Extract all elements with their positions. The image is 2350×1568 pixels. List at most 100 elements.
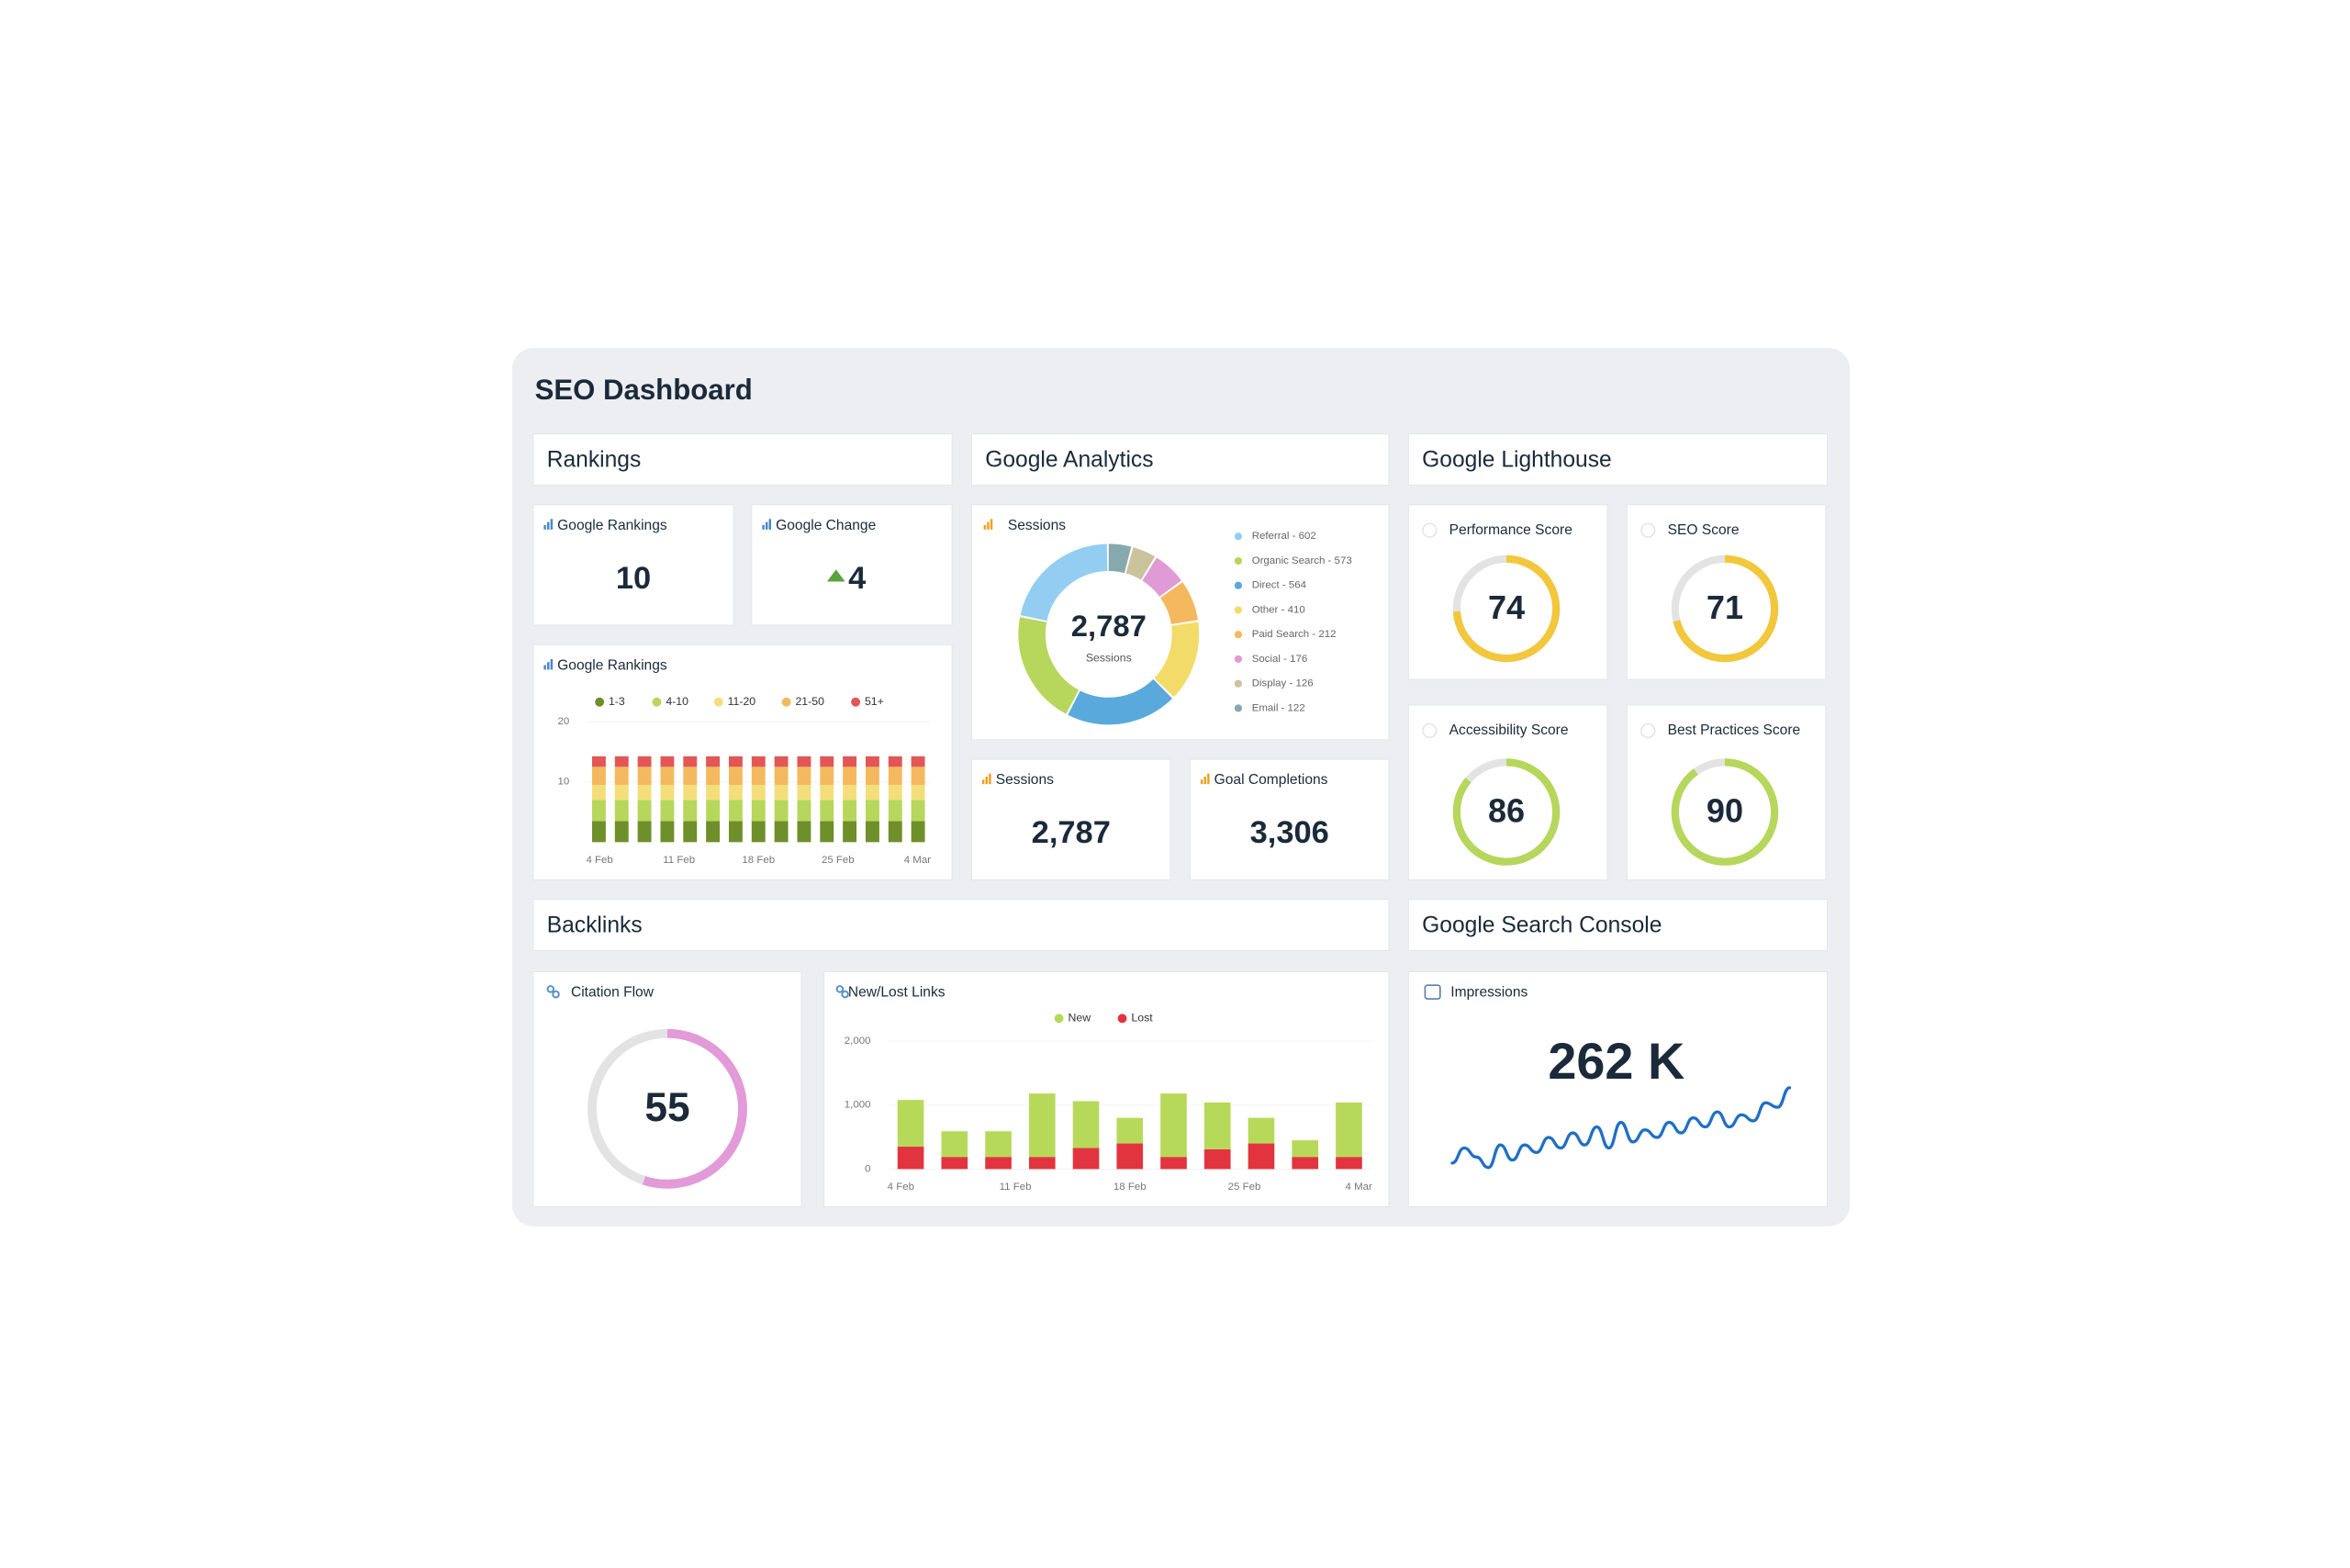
card [532,504,734,626]
legend-label: 4-10 [666,695,688,708]
icon [835,985,845,993]
icon [768,519,772,530]
icon [552,990,560,999]
legend-dot [1234,655,1243,664]
bar-segment [751,756,766,767]
card-title: SEO Score [1668,522,1740,538]
bar-segment [820,821,834,843]
legend-label: Display - 126 [1252,678,1314,689]
donut-segment [1018,543,1200,725]
icon [547,521,550,530]
bar-segment [888,800,902,822]
donut-caption: Sessions [1086,651,1132,664]
legend-dot [1234,679,1243,688]
legend-dot [781,697,791,707]
bar-segment [911,821,925,843]
icon [990,519,993,530]
card [1626,504,1827,680]
section-header [970,433,1390,486]
legend-dot [1234,631,1243,639]
card [1626,704,1827,880]
gauge-value: 74 [1488,588,1525,626]
gauge-value: 55 [644,1085,689,1130]
legend-dot [1234,532,1243,541]
bar-segment [660,767,675,785]
card-title: Citation Flow [571,985,655,1001]
x-tick-label: 25 Feb [1228,1182,1261,1193]
bar-segment [1160,1093,1187,1158]
y-tick-label: 1,000 [845,1100,871,1111]
x-tick-label: 4 Mar [904,855,931,866]
bar-segment [774,800,789,822]
bar-segment [591,821,606,843]
bar-segment [774,767,789,785]
kpi-value: 2,787 [1032,815,1111,850]
gauge-value: 90 [1707,792,1743,830]
section-title: Google Lighthouse [1422,448,1612,473]
donut-segment [1018,543,1200,725]
x-tick-label: 4 Feb [586,855,612,866]
bar-segment [637,767,652,785]
bar-segment [797,821,811,843]
bar-segment [706,767,721,785]
icon [765,521,768,530]
legend-dot [1117,1014,1127,1024]
y-tick-label: 2,000 [845,1036,871,1047]
bar-segment [1028,1093,1056,1158]
bar-segment [1116,1117,1144,1144]
bar-segment [728,800,743,822]
section-title: Rankings [547,448,642,473]
legend-label: Lost [1131,1012,1153,1025]
bar-segment [1072,1148,1100,1170]
legend-dot [1234,556,1243,566]
bar-segment [865,800,879,822]
bar-segment [1028,1157,1056,1170]
bar-segment [683,784,698,801]
bar-segment [751,821,766,843]
bar-segment [706,756,721,767]
legend-dot [1234,704,1243,712]
bar-segment [591,767,606,785]
bar-segment [614,756,629,767]
icon [981,779,985,785]
bar-segment [911,756,925,767]
bar-segment [751,800,766,822]
section-title: Backlinks [547,913,643,938]
bar-segment [728,756,743,767]
bar-segment [888,756,902,767]
x-tick-label: 11 Feb [1000,1182,1032,1193]
bar-segment [797,800,811,822]
bar-segment [614,767,629,785]
bar-segment [614,800,629,822]
card-title: Sessions [996,772,1054,788]
y-tick-label: 10 [558,777,570,788]
icon [550,519,554,530]
x-tick-label: 25 Feb [822,855,855,866]
icon [1203,776,1206,785]
bar-segment [660,784,675,801]
bar-segment [865,784,879,801]
bar-segment [728,767,743,785]
icon [989,773,991,785]
gauge-value: 86 [1488,792,1525,830]
icon [841,990,849,999]
bar-segment [797,767,811,785]
section-header [532,433,953,486]
sparkline [1450,1086,1792,1170]
change-arrow [826,569,845,582]
bar-segment [843,756,857,767]
bar-segment [820,767,834,785]
donut-total: 2,787 [1071,609,1147,643]
gauge-arc [1671,554,1779,663]
kpi-value: 10 [616,561,651,596]
gauge-arc [1452,758,1561,866]
bar-segment [660,756,675,767]
legend-label: 1-3 [609,695,625,708]
icon [543,665,546,670]
icon [987,521,990,530]
donut-segment [1018,543,1200,725]
bar-segment [941,1131,968,1158]
bar-segment [820,800,834,822]
x-tick-label: 18 Feb [1113,1182,1147,1193]
